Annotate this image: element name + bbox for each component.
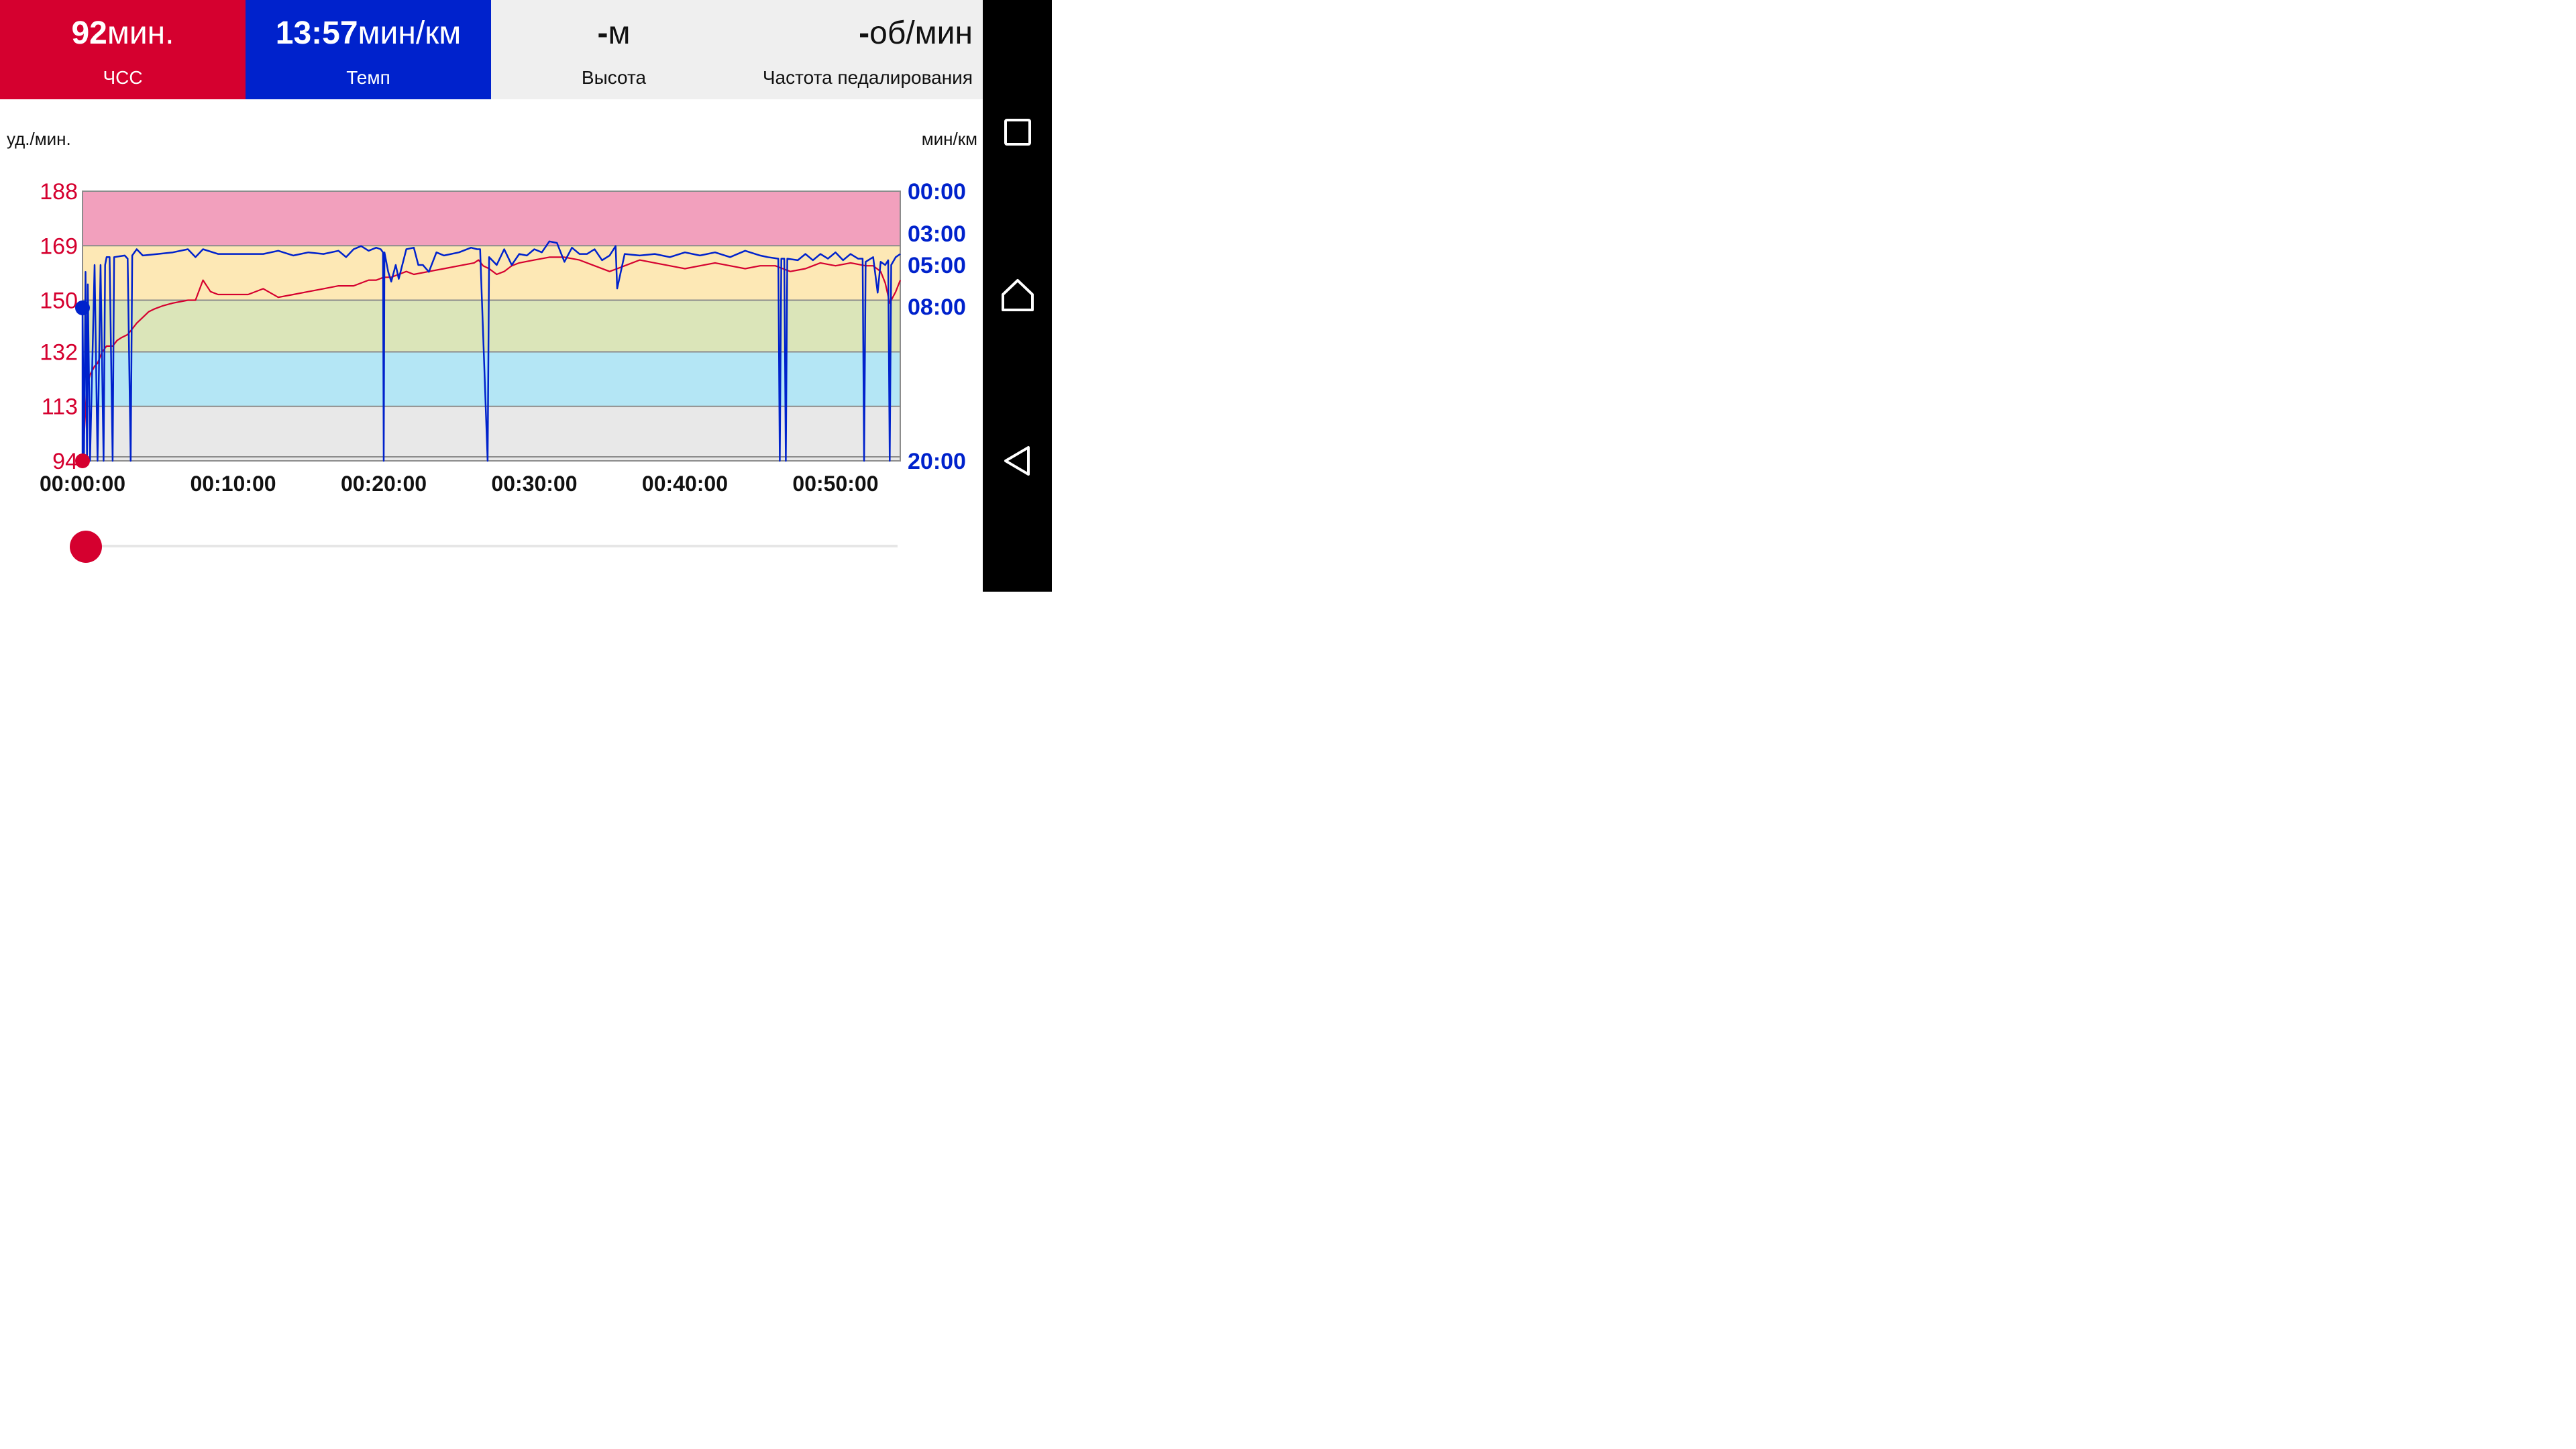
left-axis-tick-label: 132	[40, 339, 78, 365]
workout-screen: 92мин. ЧСС 13:57мин/км Темп -м Высота -о…	[0, 0, 983, 592]
back-icon	[1004, 446, 1030, 476]
x-axis-tick-label: 00:10:00	[190, 472, 276, 496]
left-axis-tick-label: 188	[40, 179, 78, 205]
home-button[interactable]	[994, 271, 1042, 319]
pace-current-marker	[75, 300, 90, 315]
x-axis-tick-label: 00:20:00	[341, 472, 427, 496]
heart-rate-current-marker	[75, 453, 90, 468]
pace-label: Темп	[346, 67, 390, 88]
left-axis-tick-label: 169	[40, 233, 78, 259]
system-navbar	[983, 0, 1052, 592]
cadence-tile[interactable]: -об/мин Частота педалирования	[737, 0, 983, 99]
timeline-slider-track[interactable]	[86, 545, 898, 547]
heart-rate-tile[interactable]: 92мин. ЧСС	[0, 0, 246, 99]
hr-zone-1	[83, 191, 900, 246]
right-axis-unit: мин/км	[921, 129, 977, 149]
x-axis-tick-label: 00:40:00	[642, 472, 728, 496]
left-axis-tick-label: 113	[42, 394, 78, 420]
heart-rate-value: 92мин.	[71, 15, 174, 51]
hr-zone-3	[83, 300, 900, 352]
cadence-label: Частота педалирования	[762, 67, 973, 88]
hr-zone-4	[83, 352, 900, 407]
home-icon	[1002, 279, 1034, 311]
pace-series-line	[81, 240, 901, 462]
timeline-slider-thumb[interactable]	[70, 531, 102, 563]
right-axis-tick-label: 20:00	[908, 449, 966, 474]
hr-zone-5	[83, 406, 900, 461]
right-axis-tick-label: 05:00	[908, 253, 966, 278]
heart-rate-label: ЧСС	[103, 67, 143, 88]
altitude-value: -м	[597, 15, 631, 51]
back-button[interactable]	[994, 437, 1042, 485]
altitude-label: Высота	[581, 67, 647, 88]
x-axis-tick-label: 00:30:00	[491, 472, 577, 496]
workout-chart[interactable]: 188 169 150 132 113 94 00:00 03:00 05:00 08:00 20:…	[0, 168, 983, 510]
left-axis-tick-label: 150	[40, 288, 78, 314]
right-axis-tick-label: 03:00	[908, 221, 966, 247]
recents-icon	[1004, 119, 1031, 146]
x-axis-tick-label: 00:00:00	[40, 472, 125, 496]
right-axis-tick-label: 00:00	[908, 179, 966, 205]
cadence-value: -об/мин	[859, 15, 973, 51]
altitude-tile[interactable]: -м Высота	[491, 0, 737, 99]
right-axis-tick-label: 08:00	[908, 294, 966, 320]
left-axis-tick-label: 94	[52, 449, 78, 474]
x-axis-tick-label: 00:50:00	[792, 472, 878, 496]
left-axis-unit: уд./мин.	[7, 129, 71, 149]
pace-value: 13:57мин/км	[275, 15, 462, 51]
recents-button[interactable]	[994, 108, 1042, 156]
pace-tile[interactable]: 13:57мин/км Темп	[246, 0, 491, 99]
stats-bar: 92мин. ЧСС 13:57мин/км Темп -м Высота -о…	[0, 0, 983, 99]
